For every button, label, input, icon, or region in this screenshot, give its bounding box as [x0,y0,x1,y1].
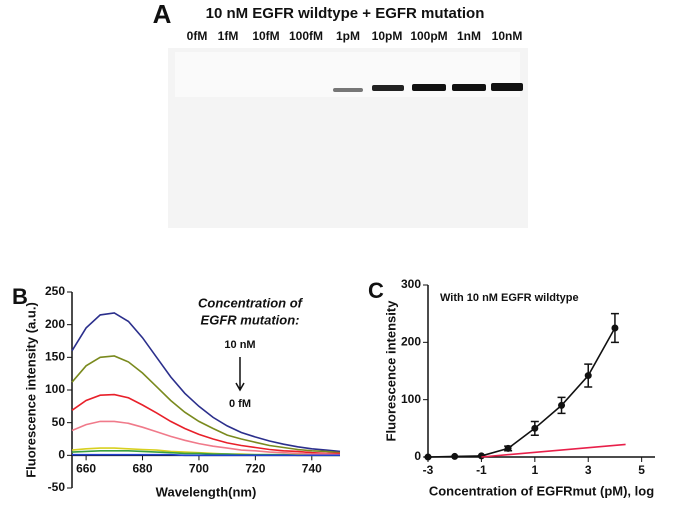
annotation: Concentration of [198,295,304,310]
y-tick-label: 150 [45,350,65,364]
lane-label: 1nM [457,29,481,43]
point [531,424,539,432]
y-tick-label: 200 [401,335,421,349]
y-tick-label: 250 [45,284,65,298]
x-tick-label: 720 [245,462,265,476]
x-tick-label: 680 [133,462,153,476]
point [424,453,432,461]
lane-label: 10fM [252,29,279,43]
series-line [72,453,340,457]
series-line [71,312,341,453]
lane-label: 1fM [218,29,239,43]
x-tick-label: 1 [531,463,538,477]
y-axis-label: Fluorescence intensity [383,300,398,442]
y-tick-label: 200 [45,317,65,331]
x-axis-label: Concentration of EGFRmut (pM), log [429,483,654,498]
y-tick-label: 0 [414,449,421,463]
y-tick-label: 50 [52,415,66,429]
y-tick-label: 100 [401,392,421,406]
x-tick-label: 3 [585,463,592,477]
series-line [71,420,341,456]
lane-label: 100fM [289,29,323,43]
annotation: 10 nM [224,339,255,351]
point [611,324,619,332]
point [558,401,566,409]
x-tick-label: 700 [189,462,209,476]
point [451,452,459,460]
point [504,444,512,452]
lane-label: 100pM [410,29,447,43]
y-tick-label: -50 [48,480,66,494]
panel-label: A [153,0,172,29]
series-line [427,327,616,458]
y-tick-label: 300 [401,277,421,291]
gel-bands [333,83,523,92]
x-tick-label: 660 [76,462,96,476]
x-tick-label: 740 [302,462,322,476]
panel-label: B [12,284,28,309]
y-tick-label: 100 [45,382,65,396]
annotation: EGFR mutation: [201,312,300,327]
series-line [481,443,626,458]
panel-label: C [368,278,384,303]
x-axis-label: Wavelength(nm) [156,484,257,499]
annotation: 0 fM [229,398,251,410]
arrow [235,357,245,392]
gel-title: 10 nM EGFR wildtype + EGFR mutation [206,5,485,22]
x-tick-label: 5 [638,463,645,477]
lane-label: 0fM [187,29,208,43]
point [477,452,485,460]
series-line [71,393,340,455]
series-line [71,355,341,454]
lane-label: 10nM [492,29,523,43]
x-tick-label: -3 [423,463,434,477]
point [584,372,592,380]
y-axis-label: Fluorescence intensity (a.u.) [23,302,38,478]
x-tick-label: -1 [476,463,487,477]
annotation: With 10 nM EGFR wildtype [440,292,579,304]
y-tick-label: 0 [58,448,65,462]
lane-label: 1pM [336,29,360,43]
lane-label: 10pM [372,29,403,43]
